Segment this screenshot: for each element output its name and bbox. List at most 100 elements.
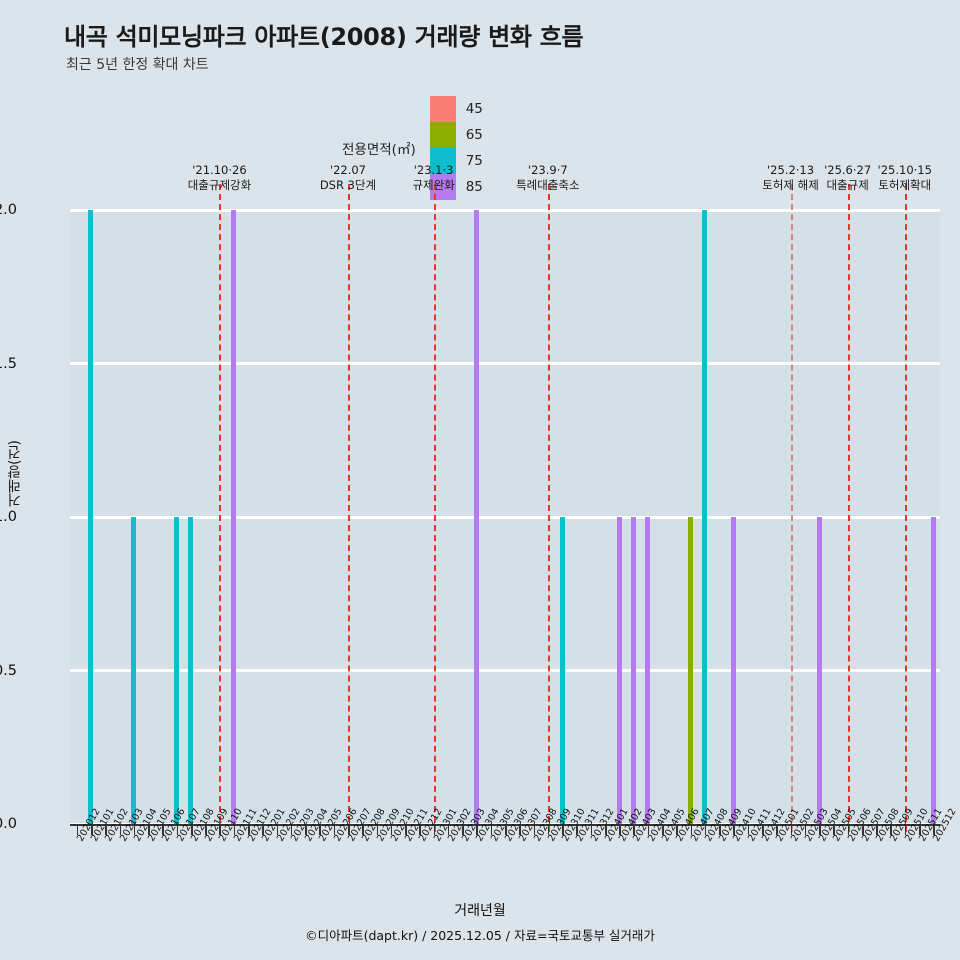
x-axis-tick-mark [219,826,222,835]
event-text: 규제완화 [412,178,455,192]
x-axis-tick-mark [833,826,835,835]
bar[interactable] [816,517,822,824]
bar[interactable] [645,517,651,824]
event-annotation-label: '23.9·7 특례대출축소 [516,163,579,193]
event-annotation-label: '25.10·15 토허제확대 [878,163,932,193]
x-axis-tick-mark [505,826,507,835]
bar[interactable] [702,210,708,824]
x-axis-tick-mark [819,826,821,835]
bar[interactable] [730,517,736,824]
x-axis-tick-mark [590,826,593,835]
event-date: '22.07 [329,163,366,177]
x-axis-tick-mark [647,826,650,835]
event-annotation-label: '21.10·26 대출규제강화 [188,163,251,193]
event-line [547,184,550,832]
event-date: '25.10·15 [877,163,932,177]
event-date: '23.1·3 [413,163,454,177]
bar[interactable] [231,210,237,824]
x-axis-tick-mark [190,826,193,835]
x-axis-tick-mark [676,826,678,835]
x-axis-tick-mark [904,826,907,835]
event-annotation-label: '25.6·27 대출규제 [824,163,871,193]
gridline [70,669,940,672]
legend-swatch-icon [429,96,456,122]
legend-item-75[interactable]: 75 [429,148,505,174]
x-axis-line [70,824,940,826]
x-axis-tick-mark [276,826,279,835]
x-axis-tick-mark [433,826,436,835]
x-axis-tick-mark [719,826,721,835]
bar[interactable] [473,210,479,824]
bar[interactable] [688,517,694,824]
legend-item-65[interactable]: 65 [429,122,505,148]
x-axis-tick-mark [933,826,935,835]
bar[interactable] [630,517,636,824]
legend-label: 75 [465,153,483,169]
x-axis-tick-mark [847,826,850,835]
gridline [70,515,940,519]
event-annotation-label: '23.1·3 규제완화 [412,163,454,193]
x-axis-tick-mark [290,826,293,835]
bar[interactable] [188,517,194,824]
legend-swatch-icon [429,122,456,148]
x-axis-tick-mark [462,826,464,835]
event-text: 특례대출축소 [516,178,580,192]
event-line [219,184,222,832]
bar[interactable] [131,517,137,824]
x-axis-tick-mark [376,826,379,835]
event-text: 대출규제강화 [187,178,252,192]
event-line [433,184,436,832]
x-axis-tick-mark [690,826,693,835]
event-line [790,184,793,832]
x-axis-tick-mark [876,826,878,835]
x-axis-tick-mark [133,826,136,835]
legend-label: 45 [465,101,483,117]
x-axis-tick-mark [476,826,479,835]
x-axis-tick-mark [519,826,521,835]
y-axis-tick-label: 1.5 [0,355,17,372]
x-axis-tick-mark [419,826,421,835]
event-line [847,184,850,832]
x-axis-tick-mark [90,826,93,835]
legend-swatch-icon [429,148,456,174]
legend: 전용면적(㎡) 45 65 75 85 [342,96,511,200]
bar[interactable] [559,517,565,824]
y-axis-tick-label: 2.0 [0,202,17,218]
event-date: '25.6·27 [824,163,872,177]
plot-area [70,184,940,832]
x-axis-tick-mark [333,826,336,835]
page-title: 내곡 석미모닝파크 아파트(2008) 거래량 변화 흐름 [64,23,584,51]
bar[interactable] [88,210,94,824]
x-axis-tick-mark [362,826,364,835]
legend-label: 65 [465,127,483,143]
x-axis-tick-mark [804,826,807,835]
bar[interactable] [174,517,180,824]
x-axis-tick-mark [533,826,536,835]
x-axis-tick-mark [447,826,450,835]
x-axis-tick-mark [305,826,307,835]
event-date: '23.9·7 [527,163,568,177]
chart-credit: ©디아파트(dapt.kr) / 2025.12.05 / 자료=국토교통부 실… [305,928,655,943]
x-axis-tick-mark [76,826,79,835]
x-axis-title: 거래년월 [454,903,506,919]
legend-label: 85 [465,179,483,195]
event-annotation-label: '22.07 DSR 3단계 [320,163,376,193]
gridline [70,362,940,365]
y-axis-label: 거래량(건) [7,440,23,507]
x-axis-tick-mark [604,826,607,835]
event-date: '25.2·13 [767,163,815,177]
event-text: 토허제 해제 [762,178,819,192]
x-axis-tick-mark [262,826,264,835]
x-axis-tick-mark [761,826,764,835]
x-axis-tick-mark [176,826,179,835]
x-axis-tick-mark [405,826,407,835]
event-annotation-label: '25.2·13 토허제 해제 [762,163,819,193]
y-axis-tick-label: 0.5 [0,662,17,679]
bar[interactable] [930,517,936,824]
x-axis-tick-mark [776,826,778,835]
legend-item-45[interactable]: 45 [429,96,505,122]
bar[interactable] [616,517,622,824]
x-axis-tick-mark [861,826,864,835]
event-text: 토허제확대 [878,178,932,192]
event-line [904,184,907,832]
